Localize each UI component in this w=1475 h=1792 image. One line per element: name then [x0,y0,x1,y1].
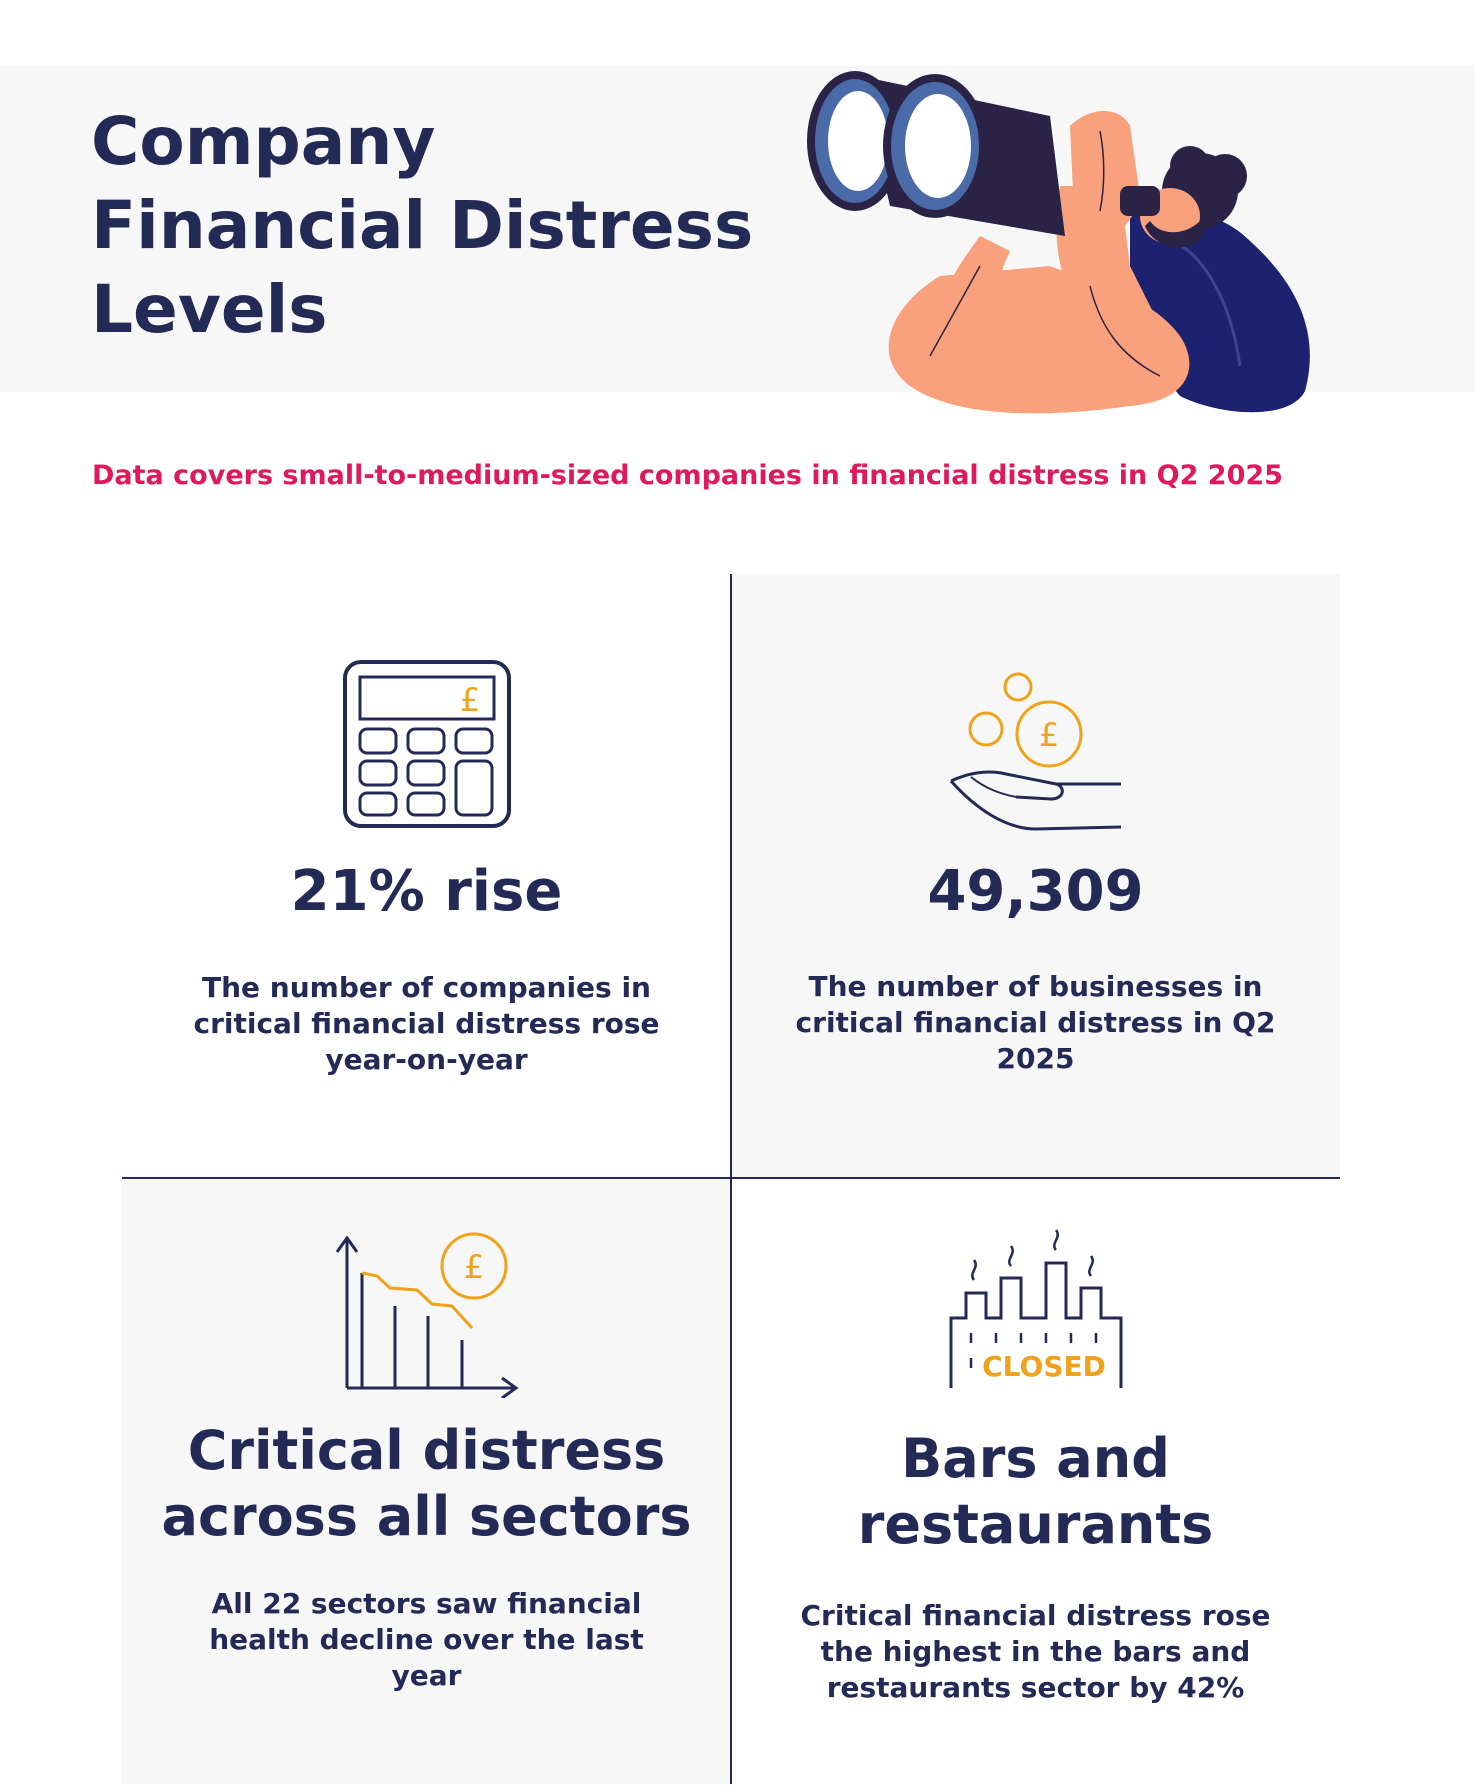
stat-description: The number of businesses in critical fin… [795,970,1276,1075]
binoculars-person-illustration [807,71,1310,414]
declining-chart-icon: £ [335,1232,519,1398]
stat-description: Critical financial distress rose the hig… [800,1599,1271,1704]
subtitle: Data covers small-to-medium-sized compan… [92,460,1283,491]
title-line-1: Company [91,103,436,180]
closed-label: CLOSED [982,1350,1106,1383]
pound-sign: £ [1038,716,1058,754]
stat-description: The number of companies in critical fina… [193,971,660,1076]
stat-value: Critical distress across all sectors [122,1418,731,1550]
stat-value: 49,309 [927,859,1144,924]
page-title: Company Financial Distress Levels [91,100,791,352]
stat-line-2: restaurants [857,1493,1214,1556]
stat-card-bars-restaurants: CLOSED Bars and restaurants Critical fin… [731,1178,1340,1784]
grid-horizontal-divider [122,1177,1340,1179]
stat-line-2: across all sectors [161,1485,692,1548]
stat-line-1: Bars and [901,1427,1170,1490]
stat-card-companies-rise: £ 21% rise The number of companies in cr… [122,574,731,1178]
title-line-2: Financial Distress [91,187,754,264]
closed-factory-icon: CLOSED [949,1229,1122,1388]
stat-line-1: Critical distress [187,1419,666,1482]
pound-sign: £ [459,681,479,719]
title-line-3: Levels [91,271,328,348]
hand-coins-icon: £ [949,672,1121,831]
pound-sign: £ [463,1248,483,1286]
grid-vertical-divider [730,574,732,1784]
calculator-icon: £ [342,660,511,828]
stat-value: Bars and restaurants [731,1426,1340,1558]
stat-description: All 22 sectors saw financial health decl… [209,1587,644,1692]
stat-card-all-sectors: £ Critical distress across all sectors A… [122,1178,731,1784]
stats-grid: £ 21% rise The number of companies in cr… [122,574,1340,1784]
stat-card-businesses-count: £ 49,309 The number of businesses in cri… [731,574,1340,1178]
stat-value: 21% rise [290,859,563,924]
